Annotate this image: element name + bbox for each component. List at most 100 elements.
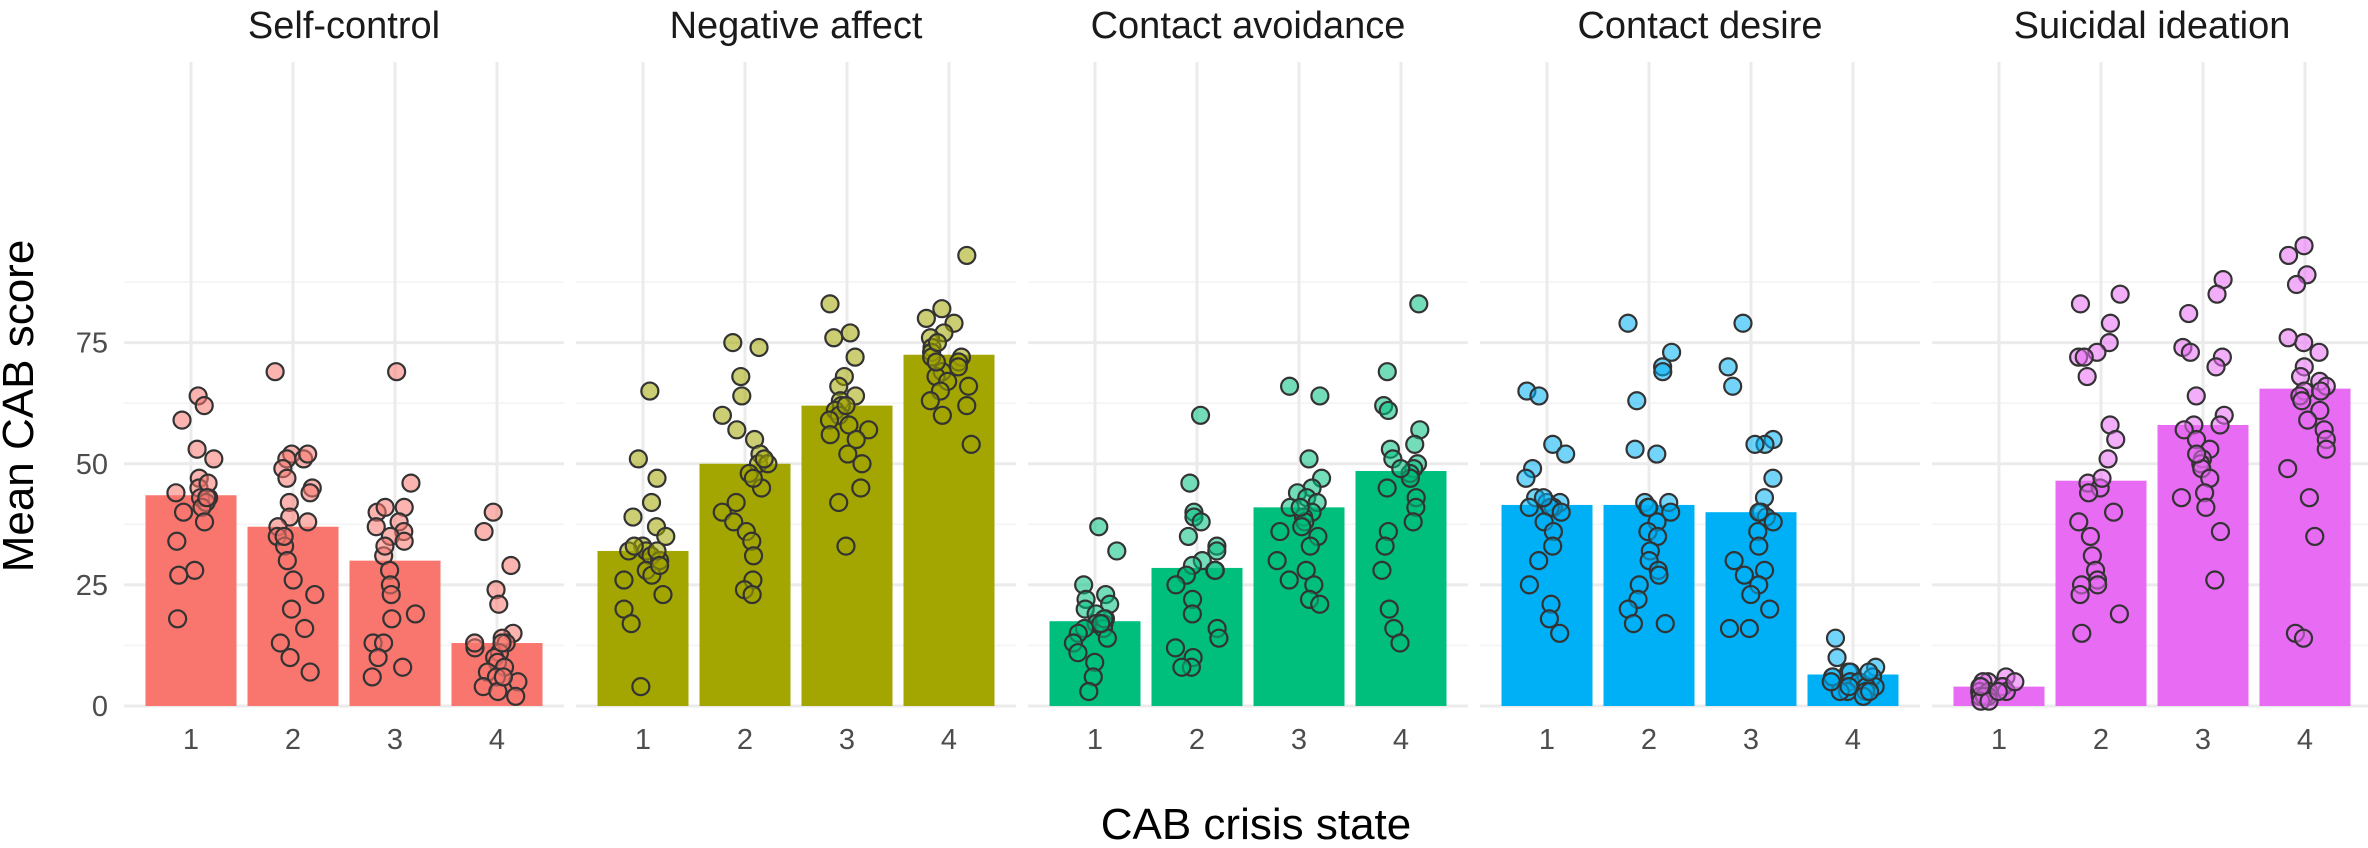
data-point — [2298, 410, 2318, 430]
data-point — [1739, 618, 1759, 639]
data-point — [1763, 468, 1783, 488]
data-point — [474, 521, 494, 542]
data-point — [483, 502, 503, 522]
data-point — [2278, 245, 2299, 266]
data-point — [742, 584, 762, 605]
x-tick-label: 2 — [737, 724, 753, 756]
data-point — [727, 420, 747, 440]
data-point — [1180, 473, 1200, 493]
facet-title: Negative affect — [670, 5, 923, 47]
data-point — [712, 405, 733, 425]
facet-panel: Contact avoidance 1 2 3 4 — [1028, 5, 1468, 756]
data-point — [1172, 657, 1192, 677]
data-point — [2070, 294, 2091, 314]
data-point — [1533, 488, 1554, 508]
data-point — [653, 584, 673, 605]
data-point — [820, 425, 840, 445]
data-point — [1279, 570, 1299, 590]
data-point — [270, 633, 290, 653]
data-point — [846, 429, 866, 450]
data-point — [375, 536, 395, 556]
data-point — [265, 362, 285, 382]
data-point — [305, 584, 325, 605]
data-point — [631, 677, 651, 697]
data-point — [1733, 313, 1753, 333]
data-point — [2292, 391, 2312, 411]
data-point — [2079, 483, 2099, 503]
data-point — [2174, 420, 2194, 440]
data-point — [1639, 497, 1659, 517]
data-point — [1310, 594, 1330, 614]
data-point — [1839, 677, 1859, 697]
data-point — [1375, 536, 1395, 556]
data-point — [393, 657, 413, 677]
data-point — [194, 512, 215, 532]
data-point — [2100, 313, 2121, 333]
data-point — [920, 391, 940, 411]
bar — [1253, 507, 1345, 706]
data-point — [2186, 386, 2206, 406]
data-point — [836, 396, 856, 416]
y-tick-label: 0 — [92, 691, 108, 723]
data-point — [1296, 560, 1316, 580]
data-point — [1763, 512, 1783, 532]
data-point — [2005, 672, 2025, 692]
data-point — [1270, 521, 1290, 542]
x-tick-label: 3 — [1291, 724, 1307, 756]
y-tick-label: 25 — [76, 570, 108, 602]
data-point — [1543, 434, 1563, 454]
facet-panel: Self-control 1 2 3 4 — [124, 5, 564, 756]
data-point — [1190, 405, 1211, 425]
data-point — [1551, 502, 1571, 522]
data-point — [624, 536, 644, 556]
data-point — [732, 386, 752, 406]
data-point — [492, 633, 512, 653]
data-point — [723, 333, 743, 353]
data-point — [1191, 512, 1211, 532]
data-point — [2316, 439, 2336, 459]
data-point — [1734, 565, 1754, 585]
bar — [1151, 567, 1243, 706]
data-point — [283, 570, 303, 590]
data-point — [2294, 333, 2314, 353]
data-point — [1267, 551, 1287, 571]
data-point — [1821, 672, 1841, 692]
data-point — [1627, 391, 1647, 411]
data-point — [2098, 449, 2118, 469]
x-tick-label: 4 — [1845, 724, 1861, 756]
data-point — [1292, 517, 1312, 537]
y-tick-label: 75 — [76, 328, 108, 360]
data-point — [1166, 575, 1186, 595]
data-point — [1760, 599, 1780, 619]
data-point — [2309, 342, 2329, 362]
data-point — [1372, 560, 1392, 580]
data-point — [1662, 342, 1682, 362]
data-point — [2187, 444, 2207, 464]
data-point — [961, 434, 981, 454]
data-point — [957, 245, 977, 266]
data-point — [916, 308, 936, 328]
data-point — [2106, 429, 2126, 450]
x-tick-label: 2 — [2093, 724, 2109, 756]
x-tick-label: 2 — [1189, 724, 1205, 756]
data-point — [274, 526, 294, 547]
x-tick-label: 4 — [489, 724, 505, 756]
data-point — [1516, 468, 1536, 488]
bar — [2259, 388, 2351, 706]
data-point — [298, 444, 318, 464]
data-point — [1625, 439, 1645, 459]
data-point — [1209, 628, 1229, 648]
data-point — [1749, 502, 1769, 522]
data-point — [1827, 647, 1847, 668]
data-point — [754, 449, 774, 469]
data-point — [859, 420, 879, 440]
data-point — [845, 347, 865, 367]
data-point — [2092, 468, 2112, 488]
y-tick-label: 50 — [76, 449, 108, 481]
data-point — [840, 323, 860, 343]
data-point — [2278, 328, 2298, 348]
data-point — [1618, 313, 1638, 333]
data-point — [2293, 628, 2314, 648]
facet-panel: Contact desire 1 2 3 4 — [1480, 5, 1920, 756]
data-point — [366, 517, 386, 537]
